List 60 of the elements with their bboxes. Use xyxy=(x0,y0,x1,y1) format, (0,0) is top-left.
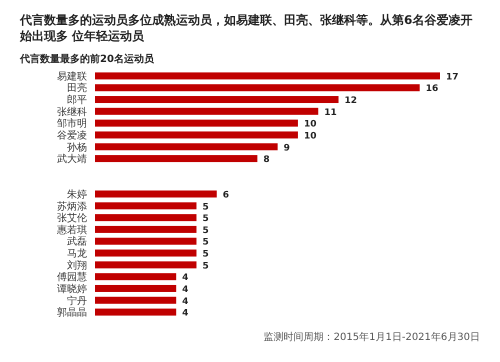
chart-subtitle: 代言数量最多的前20名运动员 xyxy=(19,53,155,65)
y-tick-label: 易建联 xyxy=(57,70,87,82)
y-tick-label: 武大靖 xyxy=(57,153,87,166)
data-label: 16 xyxy=(426,84,438,94)
bar xyxy=(95,108,318,115)
data-label: 11 xyxy=(324,108,337,118)
data-label: 4 xyxy=(182,296,188,307)
data-label: 4 xyxy=(182,308,188,319)
data-label: 5 xyxy=(202,261,209,272)
bar xyxy=(95,131,298,138)
bar xyxy=(95,273,176,280)
data-label: 4 xyxy=(182,284,188,295)
y-tick-label: 谭晓婷 xyxy=(57,282,87,295)
bar xyxy=(95,84,420,92)
bar xyxy=(95,202,196,210)
y-tick-label: 傅园慧 xyxy=(57,271,87,284)
data-label: 8 xyxy=(263,155,270,166)
data-label: 12 xyxy=(344,96,358,106)
bar xyxy=(95,143,278,150)
bar xyxy=(95,238,196,245)
data-label: 4 xyxy=(182,273,188,284)
chart-title: 代言数量多的运动员多位成熟运动员，如易建联、田亮、张继科等。从第6名谷爱凌开始出现多 位年轻运动员 xyxy=(19,13,472,43)
y-tick-label: 郭晶晶 xyxy=(57,306,87,319)
bar xyxy=(95,214,196,222)
data-label: 5 xyxy=(202,250,209,260)
bar xyxy=(95,261,196,268)
data-label: 9 xyxy=(284,143,290,154)
y-tick-label: 张继科 xyxy=(57,106,87,118)
data-label: 5 xyxy=(202,226,209,236)
y-tick-label: 宁丹 xyxy=(67,294,87,307)
y-tick-label: 惠若琪 xyxy=(56,224,87,236)
y-tick-label: 武磊 xyxy=(67,236,87,248)
y-tick-label: 刘翔 xyxy=(67,259,87,272)
bar xyxy=(95,296,176,304)
bar xyxy=(95,250,196,257)
y-tick-label: 谷爱凌 xyxy=(57,129,87,142)
data-label: 10 xyxy=(304,131,316,142)
y-tick-label: 孙杨 xyxy=(67,141,87,154)
bar xyxy=(95,72,440,80)
data-label: 17 xyxy=(446,72,459,82)
bar xyxy=(95,190,217,198)
y-tick-label: 马龙 xyxy=(67,248,87,260)
y-tick-label: 田亮 xyxy=(67,82,87,94)
data-label: 5 xyxy=(202,238,209,248)
data-label: 5 xyxy=(202,202,209,212)
data-label: 10 xyxy=(304,120,316,130)
bar xyxy=(95,96,339,104)
bar xyxy=(95,226,196,233)
bar xyxy=(95,284,176,292)
bar xyxy=(95,308,176,316)
y-tick-label: 郎平 xyxy=(67,94,87,106)
data-label: 6 xyxy=(222,190,230,200)
data-label: 5 xyxy=(202,214,209,224)
text: 监测时间周期：2015年1月1日-2021年6月30日 xyxy=(264,331,480,343)
y-tick-label: 邹市明 xyxy=(57,118,87,130)
y-tick-label: 苏炳添 xyxy=(57,200,87,212)
bar xyxy=(95,155,258,162)
y-tick-label: 张艾伦 xyxy=(57,212,87,224)
bar xyxy=(95,120,298,127)
y-tick-label: 朱婷 xyxy=(67,188,87,200)
